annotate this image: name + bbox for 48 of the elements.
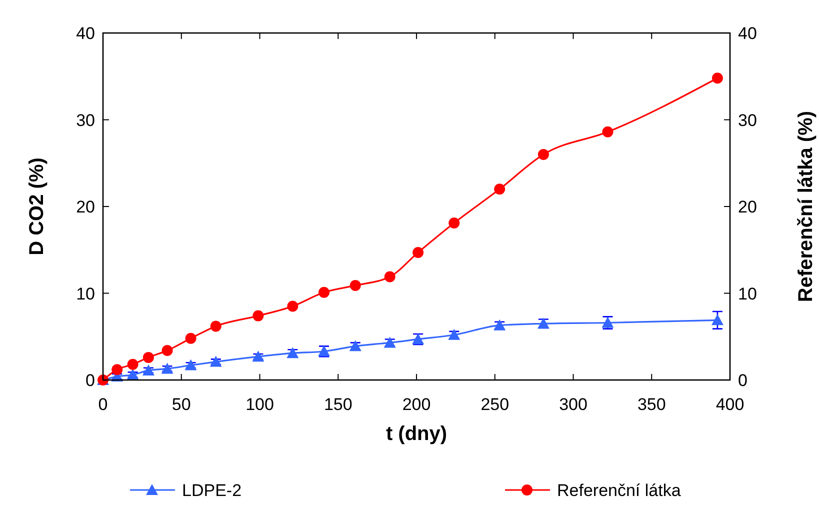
point [350,280,361,291]
point [318,286,330,298]
point [711,314,724,326]
x-tick-label: 250 [480,395,510,414]
legend-label: LDPE-2 [182,481,242,500]
point [126,368,139,380]
y-tick-label: 30 [76,110,95,130]
y-tick-label: 20 [76,198,95,216]
y2-tick-label: 20 [738,198,757,216]
y-tick-label: 0 [86,371,95,390]
y2-tick-label: 10 [738,284,757,304]
point [184,359,197,370]
point [252,350,264,362]
point [185,332,196,344]
x-tick-label: 300 [559,395,588,414]
point [161,362,174,374]
point [252,310,264,322]
x-axis-title: t (dny) [386,423,448,445]
x-tick-label: 400 [716,395,744,414]
x-tick-label: 200 [402,395,431,414]
y-axis-title: D CO2 (%) [26,158,48,256]
point [127,358,138,370]
y-tick-label: 40 [76,24,95,43]
point [448,217,460,228]
x-tick-label: 50 [172,395,191,414]
point [384,271,396,282]
point [602,126,614,138]
point [494,184,506,195]
y-tick-label: 10 [76,284,95,304]
y2-tick-label: 0 [738,371,748,390]
x-tick-label: 100 [246,395,274,414]
legend-label: Referenční látka [557,481,682,500]
x-tick-label: 150 [324,395,352,414]
point [142,364,154,376]
x-tick-label: 0 [98,395,108,414]
point [538,148,549,160]
y2-tick-label: 40 [738,24,757,43]
point [210,320,222,332]
point [412,246,424,258]
y2-tick-label: 30 [738,110,757,130]
point [712,72,723,84]
point [162,345,173,356]
point [142,352,154,363]
point [210,356,222,367]
x-tick-label: 350 [637,395,666,414]
point [287,300,298,312]
point [112,364,123,376]
y2-axis-title: Referenční látka (%) [795,110,817,302]
